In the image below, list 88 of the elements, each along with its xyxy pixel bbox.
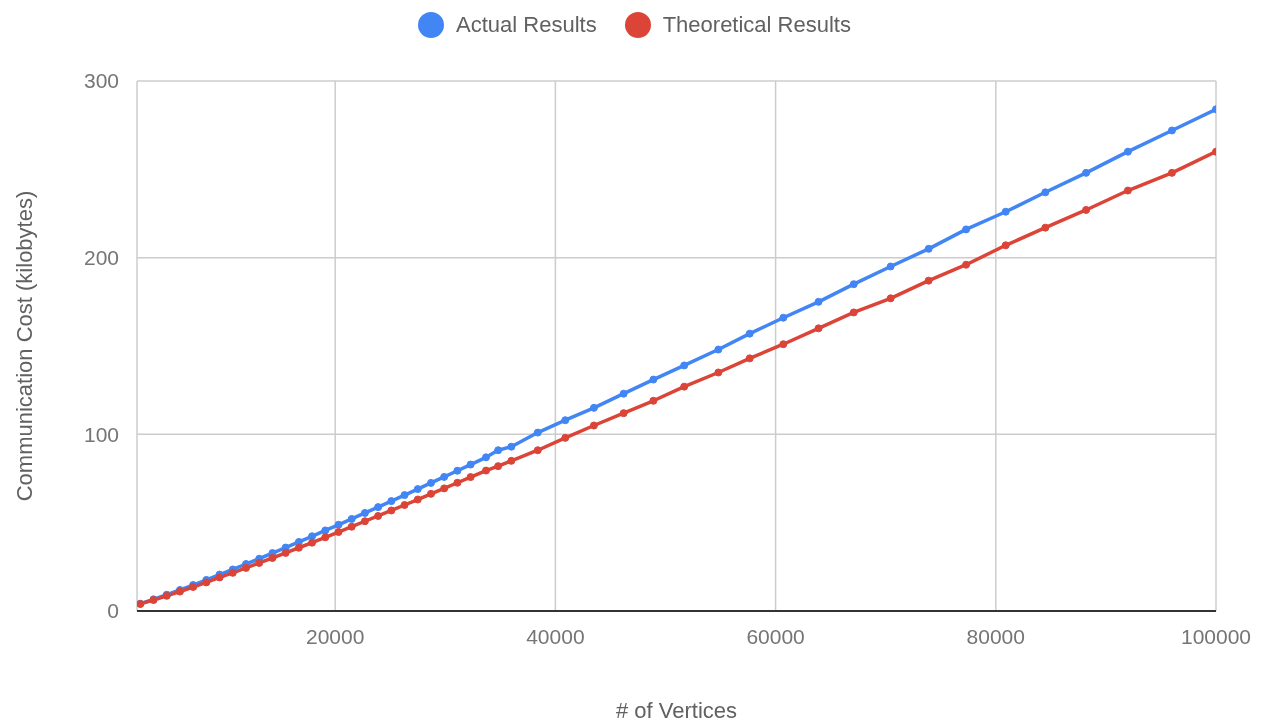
point — [924, 276, 933, 285]
point — [387, 506, 396, 515]
point — [334, 528, 343, 537]
point — [347, 522, 356, 531]
x-axis-title: # of Vertices — [615, 698, 738, 723]
y-tick-label: 0 — [107, 599, 119, 623]
point — [374, 503, 383, 512]
point — [561, 416, 570, 425]
point — [268, 554, 277, 562]
point — [814, 297, 823, 306]
point — [360, 508, 369, 517]
x-tick-label: 100000 — [1180, 624, 1252, 648]
point — [413, 485, 422, 494]
point — [387, 497, 396, 506]
point — [649, 396, 658, 405]
y-tick-label: 200 — [83, 246, 119, 270]
point — [507, 456, 516, 465]
point — [1167, 168, 1176, 177]
point — [242, 563, 250, 572]
point — [413, 495, 422, 504]
point — [453, 478, 462, 487]
point — [308, 538, 317, 547]
point — [619, 389, 628, 398]
point — [589, 403, 598, 412]
point — [779, 340, 788, 349]
point — [494, 462, 503, 471]
x-tick-label: 40000 — [526, 624, 585, 648]
point — [1123, 147, 1132, 156]
point — [400, 501, 409, 509]
legend-label: Theoretical Results — [662, 12, 851, 38]
point — [886, 294, 895, 303]
point — [1001, 207, 1010, 216]
point — [334, 520, 343, 529]
point — [308, 532, 317, 541]
point — [714, 368, 723, 377]
point — [400, 491, 409, 500]
x-tick-label: 20000 — [305, 624, 365, 648]
point — [426, 489, 435, 498]
point — [1041, 223, 1050, 232]
point — [494, 446, 503, 455]
point — [440, 484, 449, 493]
point — [1167, 126, 1176, 135]
point — [849, 280, 858, 289]
point — [281, 548, 290, 557]
point — [962, 225, 971, 234]
point — [745, 329, 754, 338]
point — [561, 433, 570, 442]
point — [1001, 241, 1010, 250]
point — [466, 473, 475, 482]
point — [649, 375, 658, 384]
point — [374, 511, 383, 520]
y-tick-label: 100 — [83, 422, 119, 446]
point — [426, 478, 435, 487]
point — [589, 421, 598, 430]
point — [714, 345, 723, 354]
point — [321, 533, 330, 542]
point — [482, 466, 491, 475]
point — [440, 472, 449, 481]
point — [533, 428, 542, 437]
point — [466, 460, 475, 469]
point — [1041, 188, 1050, 197]
point — [294, 543, 303, 552]
point — [886, 262, 895, 271]
x-tick-label: 80000 — [966, 624, 1025, 648]
point — [814, 324, 823, 333]
point — [347, 514, 356, 523]
point — [1082, 205, 1091, 214]
point — [745, 354, 754, 363]
y-axis-title: Communication Cost (kilobytes) — [11, 190, 37, 502]
point — [1082, 168, 1091, 177]
point — [619, 409, 628, 418]
y-tick-label: 300 — [83, 69, 119, 93]
point — [533, 446, 542, 455]
point — [360, 517, 369, 526]
point — [849, 308, 858, 317]
point — [255, 558, 264, 567]
point — [680, 382, 689, 391]
point — [779, 313, 788, 322]
x-tick-label: 60000 — [746, 624, 805, 648]
legend-label: Actual Results — [456, 12, 597, 38]
point — [507, 442, 516, 451]
point — [321, 526, 330, 535]
point — [680, 361, 689, 370]
point — [482, 453, 491, 462]
point — [962, 260, 971, 269]
point — [453, 466, 462, 475]
point — [1123, 186, 1132, 195]
point — [924, 244, 933, 253]
